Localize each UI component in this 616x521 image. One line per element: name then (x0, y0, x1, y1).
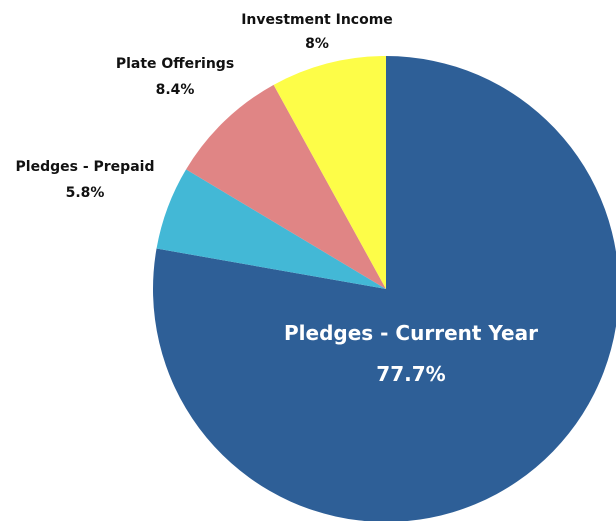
slice-label: Pledges - Prepaid (16, 159, 155, 175)
slice-labels: Pledges - Current Year 77.7% Pledges - Pre… (16, 12, 539, 386)
slice-label: Plate Offerings (116, 56, 234, 72)
pie-slices (153, 56, 616, 521)
slice-value-label: 5.8% (66, 185, 105, 201)
pie-slice-investment-income (273, 56, 386, 289)
slice-value-label: 8% (305, 36, 329, 52)
slice-label: Pledges - Current Year (284, 321, 538, 345)
pie-slice-pledges-prepaid (156, 169, 386, 289)
slice-label: Investment Income (241, 12, 393, 28)
slice-value-label: 77.7% (376, 362, 445, 386)
pie-slice-plate-offerings (186, 84, 386, 289)
pie-slice-pledges-current-year (153, 56, 616, 521)
slice-value-label: 8.4% (156, 82, 195, 98)
